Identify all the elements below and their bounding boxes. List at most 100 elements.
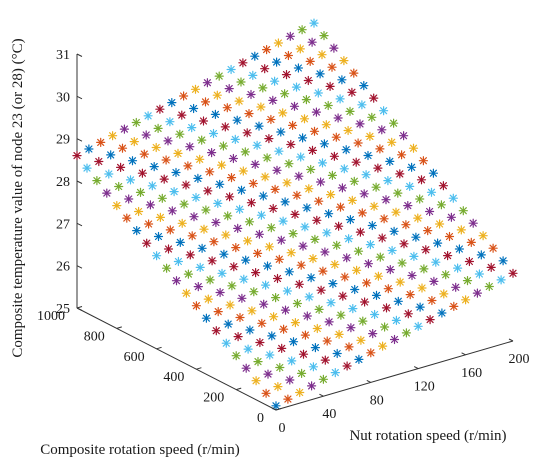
data-point [256,210,266,220]
data-point [486,262,496,272]
data-point [395,169,405,179]
data-point [333,113,343,123]
data-point [324,209,334,219]
data-point [314,304,324,314]
data-point [403,309,413,319]
data-point [157,193,167,203]
data-point [287,356,297,366]
y-tick-label: 1000 [37,309,65,324]
data-point [377,233,387,243]
data-point [312,215,322,225]
data-point [268,95,278,106]
data-point [290,209,300,219]
data-point [246,89,256,100]
data-point [249,287,259,297]
data-point [280,89,290,99]
data-point [316,177,326,187]
data-point [169,187,179,197]
data-point [241,363,251,373]
data-point [288,337,299,347]
data-point [265,350,275,360]
data-point [342,253,352,263]
data-point [325,81,335,92]
data-point [264,134,274,144]
data-point [244,108,254,119]
data-point [468,218,478,228]
data-point [233,332,243,342]
data-point [167,206,177,216]
y-tick [76,306,83,309]
data-point [367,112,377,122]
data-point [301,94,311,105]
data-point [335,94,345,104]
data-point [426,187,437,197]
data-point [357,100,367,110]
data-point [147,181,157,191]
data-point [441,270,451,280]
data-point [267,331,277,341]
data-point [208,128,219,139]
data-point [305,56,315,67]
data-point [321,120,331,130]
data-point [389,118,399,128]
data-point [273,38,283,48]
data-point [377,125,387,135]
data-point [427,295,437,306]
data-point [262,261,273,271]
data-point [189,212,199,222]
data-point [273,382,283,392]
data-point [251,268,261,278]
z-tick-label: 26 [56,260,70,275]
data-point [171,167,181,178]
data-point [328,279,338,289]
data-point [351,157,361,167]
data-point [278,216,288,226]
data-point [232,115,242,125]
data-point [322,228,332,238]
data-point [190,84,201,94]
data-point [198,116,209,126]
data-point [262,44,272,55]
data-point [348,304,358,314]
z-axis-label: Composite temperature value of node 23 (… [10,38,26,357]
data-point [453,263,463,273]
data-point [330,259,340,270]
data-point [362,278,372,288]
data-point [334,329,344,339]
data-point [241,255,251,265]
data-point [197,243,207,253]
data-point [251,376,261,386]
data-point [220,122,230,132]
data-point [393,188,403,198]
data-point [187,122,197,133]
data-point [387,245,397,256]
data-point [96,137,106,147]
data-point [243,344,253,354]
x-tick [508,338,514,342]
data-point [268,203,278,214]
x-tick [461,352,466,356]
data-point [409,251,419,261]
data-point [436,200,446,210]
data-point [421,245,431,255]
data-point [381,195,391,205]
data-point [397,150,407,160]
y-tick-label: 800 [84,329,105,344]
data-point [155,104,165,114]
data-point [276,127,286,137]
data-point [308,362,318,372]
data-point [308,254,318,264]
data-point [214,71,224,81]
data-point [373,271,383,281]
data-point [119,124,130,134]
data-point [243,236,253,246]
data-point [209,237,219,247]
y-tick-label: 600 [124,350,145,365]
data-point [366,348,376,358]
data-point [443,251,453,261]
data-point [144,219,154,229]
data-point [417,283,427,293]
data-point [258,191,268,201]
data-point [309,126,320,136]
data-point [200,97,211,107]
